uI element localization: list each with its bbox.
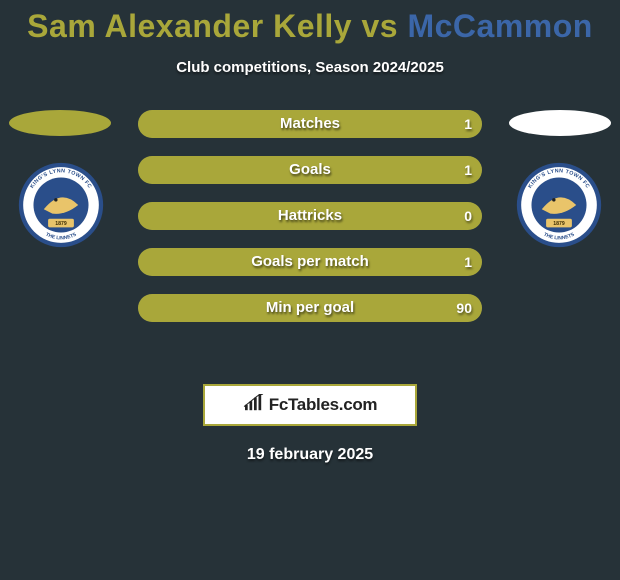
- stat-value-right: 1: [464, 110, 472, 138]
- player2-club-badge: 1879 KING'S LYNN TOWN FC THE LINNETS: [516, 162, 602, 248]
- stat-value-right: 0: [464, 202, 472, 230]
- fctables-logo-box[interactable]: FcTables.com: [203, 384, 417, 426]
- svg-text:1879: 1879: [553, 221, 565, 227]
- stat-value-right: 1: [464, 156, 472, 184]
- player2-name: McCammon: [407, 8, 592, 44]
- stat-bar: Hattricks0: [138, 202, 482, 230]
- vs-text: vs: [361, 8, 398, 44]
- comparison-panel: 1879 KING'S LYNN TOWN FC THE LINNETS 187…: [0, 110, 620, 360]
- stat-bar: Min per goal90: [138, 294, 482, 322]
- player1-club-badge: 1879 KING'S LYNN TOWN FC THE LINNETS: [18, 162, 104, 248]
- stat-value-right: 1: [464, 248, 472, 276]
- stat-bar: Goals per match1: [138, 248, 482, 276]
- player1-marker-ellipse: [9, 110, 111, 136]
- stat-value-right: 90: [456, 294, 472, 322]
- stat-label: Min per goal: [138, 294, 482, 322]
- stat-label: Matches: [138, 110, 482, 138]
- stat-label: Goals: [138, 156, 482, 184]
- fctables-logo-text: FcTables.com: [269, 395, 378, 415]
- date-text: 19 february 2025: [0, 446, 620, 464]
- stat-label: Hattricks: [138, 202, 482, 230]
- svg-text:1879: 1879: [55, 221, 67, 227]
- stat-bar: Goals1: [138, 156, 482, 184]
- player2-marker-ellipse: [509, 110, 611, 136]
- stat-bar: Matches1: [138, 110, 482, 138]
- player1-name: Sam Alexander Kelly: [27, 8, 352, 44]
- page-title: Sam Alexander Kelly vs McCammon: [0, 0, 620, 45]
- bar-chart-icon: [243, 394, 265, 417]
- stat-label: Goals per match: [138, 248, 482, 276]
- subtitle: Club competitions, Season 2024/2025: [0, 59, 620, 76]
- stat-bars: Matches1Goals1Hattricks0Goals per match1…: [138, 110, 482, 322]
